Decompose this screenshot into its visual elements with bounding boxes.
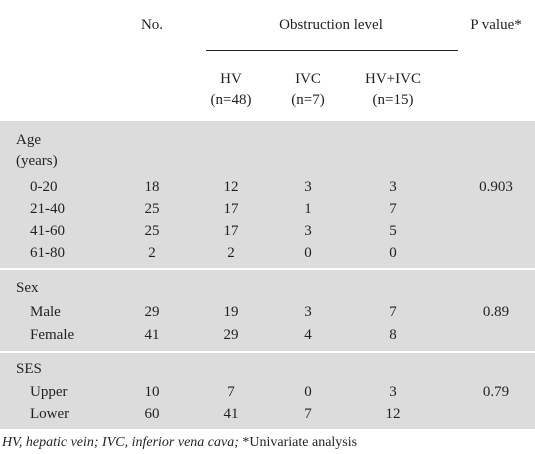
header-group-hvivc: HV+IVC bbox=[365, 71, 421, 87]
header-group-ivc-n: (n=7) bbox=[291, 92, 325, 108]
footnote-note: *Univariate analysis bbox=[238, 435, 358, 450]
cell-hvivc: 3 bbox=[389, 179, 397, 195]
cell-hv: 29 bbox=[223, 327, 239, 343]
section-title: Sex bbox=[16, 280, 39, 296]
cell-hvivc: 12 bbox=[385, 406, 401, 422]
cell-hvivc: 7 bbox=[389, 304, 397, 320]
cell-ivc: 4 bbox=[304, 327, 312, 343]
cell-hv: 12 bbox=[223, 179, 239, 195]
cell-hvivc: 0 bbox=[389, 245, 397, 261]
cell-no: 10 bbox=[144, 384, 160, 400]
row-label: Male bbox=[30, 304, 61, 320]
row-label: Upper bbox=[30, 384, 68, 400]
cell-ivc: 0 bbox=[304, 245, 312, 261]
row-label: Female bbox=[30, 327, 75, 343]
obstruction-underline bbox=[206, 50, 458, 51]
cell-hvivc: 7 bbox=[389, 201, 397, 217]
section-title: Age bbox=[16, 132, 41, 148]
cell-ivc: 1 bbox=[304, 201, 312, 217]
header-no: No. bbox=[140, 17, 164, 33]
cell-no: 29 bbox=[144, 304, 160, 320]
header-group-ivc: IVC bbox=[295, 71, 321, 87]
cell-no: 2 bbox=[148, 245, 156, 261]
header-group-hvivc-n: (n=15) bbox=[372, 92, 414, 108]
cell-no: 41 bbox=[144, 327, 160, 343]
cell-hvivc: 5 bbox=[389, 223, 397, 239]
cell-hvivc: 8 bbox=[389, 327, 397, 343]
section-subtitle: (years) bbox=[16, 153, 58, 169]
table-header: No. Obstruction level P value* HV (n=48)… bbox=[0, 0, 535, 120]
cell-ivc: 3 bbox=[304, 179, 312, 195]
section-age: Age (years) 0-20 18 12 3 3 0.903 21-40 2… bbox=[0, 121, 535, 268]
section-sex: Sex Male 29 19 3 7 0.89 Female 41 29 4 8 bbox=[0, 270, 535, 351]
header-group-hv-n: (n=48) bbox=[210, 92, 252, 108]
cell-ivc: 7 bbox=[304, 406, 312, 422]
table-footnote: HV, hepatic vein; IVC, inferior vena cav… bbox=[2, 433, 357, 453]
cell-hv: 17 bbox=[223, 201, 239, 217]
cell-hv: 7 bbox=[227, 384, 235, 400]
cell-ivc: 3 bbox=[304, 304, 312, 320]
cell-hv: 17 bbox=[223, 223, 239, 239]
cell-no: 25 bbox=[144, 223, 160, 239]
row-label: 61-80 bbox=[30, 245, 65, 261]
row-label: Lower bbox=[30, 406, 70, 422]
cell-p-value: 0.903 bbox=[479, 179, 513, 195]
row-label: 41-60 bbox=[30, 223, 65, 239]
section-title: SES bbox=[16, 361, 42, 377]
section-ses: SES Upper 10 7 0 3 0.79 Lower 60 41 7 12 bbox=[0, 353, 535, 429]
cell-p-value: 0.89 bbox=[482, 304, 510, 320]
cell-ivc: 3 bbox=[304, 223, 312, 239]
header-p-value: P value* bbox=[470, 17, 522, 33]
row-label: 21-40 bbox=[30, 201, 65, 217]
cell-hv: 41 bbox=[223, 406, 239, 422]
footnote-abbreviations: HV, hepatic vein; IVC, inferior vena cav… bbox=[2, 435, 239, 450]
header-group-hv: HV bbox=[220, 71, 242, 87]
cell-hv: 19 bbox=[223, 304, 239, 320]
cell-no: 18 bbox=[144, 179, 160, 195]
cell-ivc: 0 bbox=[304, 384, 312, 400]
cell-hvivc: 3 bbox=[389, 384, 397, 400]
cell-no: 60 bbox=[144, 406, 160, 422]
cell-hv: 2 bbox=[227, 245, 235, 261]
row-label: 0-20 bbox=[30, 179, 58, 195]
cell-no: 25 bbox=[144, 201, 160, 217]
header-obstruction-level: Obstruction level bbox=[279, 17, 383, 33]
cell-p-value: 0.79 bbox=[482, 384, 510, 400]
